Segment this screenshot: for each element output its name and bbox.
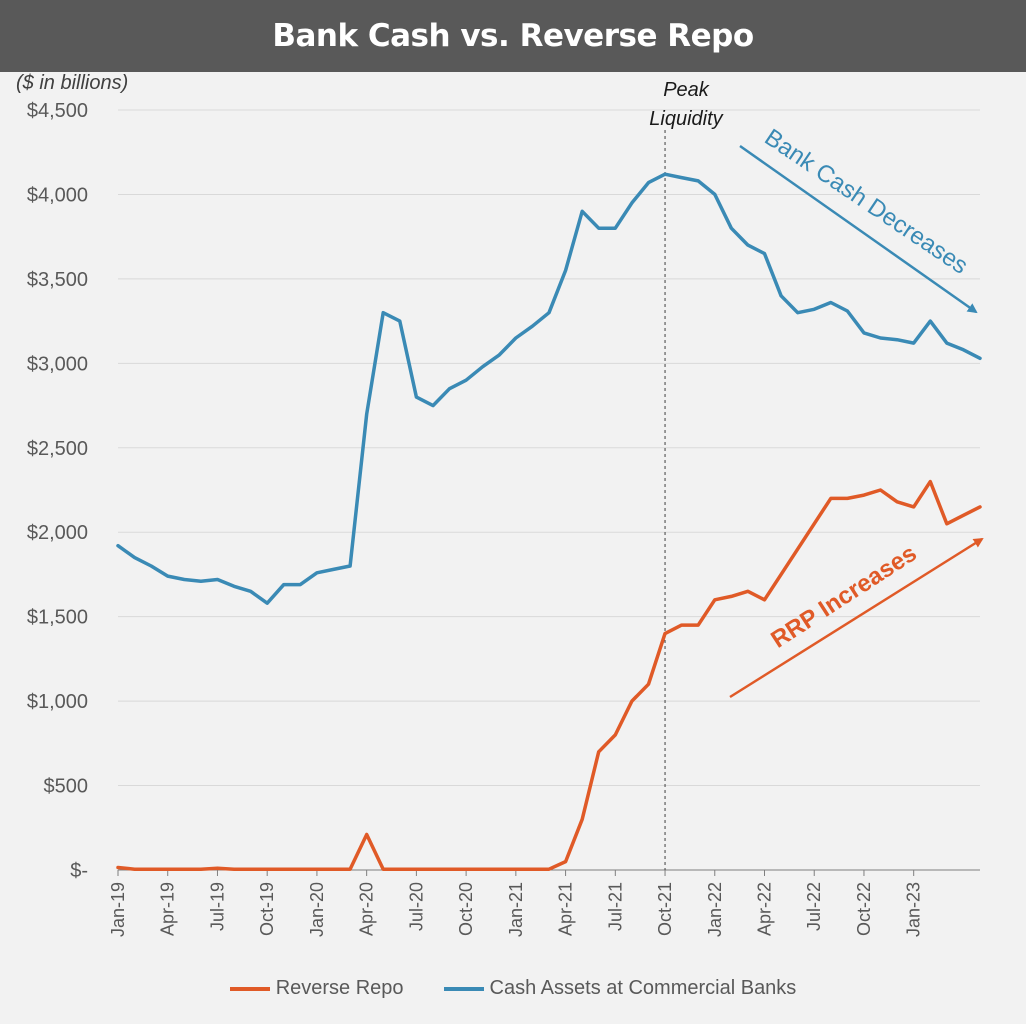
y-tick-label: $3,000 (27, 353, 88, 375)
chart-title: Bank Cash vs. Reverse Repo (272, 18, 754, 54)
x-tick-label: Jan-21 (506, 882, 526, 937)
legend-swatch-cash-assets (443, 986, 484, 991)
legend-item-cash-assets: Cash Assets at Commercial Banks (443, 977, 797, 1000)
rrp-increase-label: RRP Increases (766, 540, 921, 654)
x-tick-label: Jul-22 (804, 882, 824, 931)
y-axis-ticks: $- $500 $1,000 $1,500 $2,000 $2,500 $3,000 $3,5… (27, 100, 88, 882)
legend-swatch-reverse-repo (229, 986, 270, 991)
peak-label-line2: Liquidity (649, 108, 723, 130)
x-tick-label: Jul-19 (207, 882, 227, 931)
x-tick-label: Jul-20 (406, 882, 426, 931)
series-line-reverse-repo (116, 479, 982, 871)
chart-title-bar: Bank Cash vs. Reverse Repo (0, 0, 1026, 72)
y-tick-label: $3,500 (27, 269, 88, 291)
y-tick-label: $1,000 (27, 691, 88, 713)
peak-label-line1: Peak (663, 79, 710, 101)
legend-item-reverse-repo: Reverse Repo (229, 977, 404, 1000)
x-tick-label: Oct-22 (854, 882, 874, 936)
y-tick-label: $2,000 (27, 522, 88, 544)
legend-label-cash-assets: Cash Assets at Commercial Banks (489, 977, 797, 999)
y-tick-label: $4,000 (27, 184, 88, 206)
x-axis-ticks: Jan-19 Apr-19 Jul-19 Oct-19 Jan-20 Apr-20 Jul-… (108, 870, 924, 937)
gridlines (118, 109, 980, 871)
x-tick-label: Jul-21 (605, 882, 625, 931)
x-tick-label: Jan-22 (705, 882, 725, 937)
x-tick-label: Apr-21 (556, 882, 576, 936)
x-tick-label: Oct-20 (456, 882, 476, 936)
series-layer (116, 172, 982, 871)
units-note: ($ in billions) (16, 72, 129, 94)
cash-decrease-label: Bank Cash Decreases (760, 124, 973, 280)
y-tick-label: $1,500 (27, 607, 88, 629)
x-tick-label: Jan-20 (307, 882, 327, 937)
y-tick-label: $2,500 (27, 438, 88, 460)
x-tick-label: Apr-19 (158, 882, 178, 936)
y-tick-label: $500 (44, 776, 89, 798)
x-tick-label: Oct-21 (655, 882, 675, 936)
x-tick-label: Apr-20 (357, 882, 377, 936)
legend: Reverse Repo Cash Assets at Commercial B… (0, 977, 1026, 1000)
x-tick-label: Oct-19 (257, 882, 277, 936)
legend-label-reverse-repo: Reverse Repo (275, 977, 404, 999)
x-tick-label: Apr-22 (755, 882, 775, 936)
cash-decrease-arrow (739, 144, 978, 314)
y-tick-label: $- (70, 860, 88, 882)
x-tick-label: Jan-23 (904, 882, 924, 937)
y-tick-label: $4,500 (27, 100, 88, 122)
series-line-cash-assets-at-commercial-banks (116, 172, 982, 605)
rrp-increase-arrow (729, 537, 984, 699)
x-tick-label: Jan-19 (108, 882, 128, 937)
